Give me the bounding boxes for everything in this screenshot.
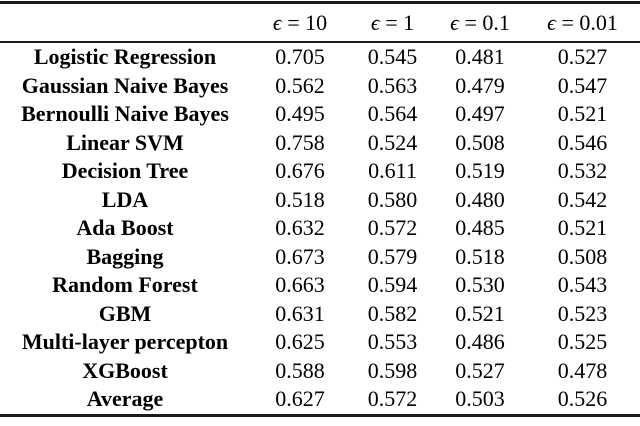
cell-value: 0.663 [275, 272, 325, 298]
row-label: Linear SVM [66, 129, 184, 155]
cell-value: 0.524 [367, 129, 418, 155]
cell-value: 0.527 [455, 357, 505, 383]
row-label: Ada Boost [76, 215, 174, 241]
header-col-epsilon-1: ϵ = 1 [350, 2, 435, 43]
row-label: Decision Tree [61, 158, 189, 184]
cell-value: 0.562 [275, 72, 325, 98]
cell-value: 0.527 [557, 44, 608, 70]
header-col-epsilon-0-01: ϵ = 0.01 [525, 2, 640, 43]
cell-value: 0.545 [367, 44, 418, 70]
header-col-value: = 0.1 [458, 9, 510, 35]
cell-value: 0.521 [455, 300, 505, 326]
cell-value: 0.572 [367, 215, 418, 241]
table-row: Logistic Regression 0.705 0.545 0.481 0.… [0, 42, 640, 72]
table-row: Decision Tree 0.676 0.611 0.519 0.532 [0, 157, 640, 186]
table-row: Linear SVM 0.758 0.524 0.508 0.546 [0, 129, 640, 158]
cell-value: 0.625 [275, 329, 325, 355]
cell-value: 0.676 [275, 158, 325, 184]
header-col-epsilon-0-1: ϵ = 0.1 [435, 2, 525, 43]
header-row: ϵ = 10 ϵ = 1 ϵ = 0.1 ϵ = 0.01 [0, 2, 640, 43]
table-row: Ada Boost 0.632 0.572 0.485 0.521 [0, 214, 640, 243]
table-row: Multi-layer percepton 0.625 0.553 0.486 … [0, 328, 640, 357]
cell-value: 0.521 [557, 215, 608, 241]
cell-value: 0.521 [557, 101, 608, 127]
table-row: GBM 0.631 0.582 0.521 0.523 [0, 300, 640, 329]
epsilon-symbol: ϵ [272, 9, 282, 35]
cell-value: 0.553 [367, 329, 418, 355]
cell-value: 0.497 [455, 101, 505, 127]
epsilon-symbol: ϵ [450, 9, 459, 35]
row-label: Bernoulli Naive Bayes [21, 101, 229, 127]
cell-value: 0.546 [557, 129, 608, 155]
cell-value: 0.481 [455, 44, 505, 70]
table-row: Average 0.627 0.572 0.503 0.526 [0, 385, 640, 415]
table-row: Random Forest 0.663 0.594 0.530 0.543 [0, 271, 640, 300]
header-col-value: = 10 [281, 9, 328, 35]
cell-value: 0.564 [367, 101, 418, 127]
row-label: Bagging [86, 243, 164, 269]
table-row: Bagging 0.673 0.579 0.518 0.508 [0, 243, 640, 272]
cell-value: 0.495 [275, 101, 325, 127]
epsilon-symbol: ϵ [547, 9, 556, 35]
cell-value: 0.530 [455, 272, 505, 298]
table-row: Bernoulli Naive Bayes 0.495 0.564 0.497 … [0, 100, 640, 129]
row-label: Gaussian Naive Bayes [21, 72, 229, 98]
row-label: XGBoost [82, 357, 168, 383]
table-row: LDA 0.518 0.580 0.480 0.542 [0, 186, 640, 215]
cell-value: 0.478 [557, 357, 608, 383]
cell-value: 0.532 [557, 158, 608, 184]
cell-value: 0.631 [275, 300, 325, 326]
header-col-value: = 0.01 [555, 9, 618, 35]
cell-value: 0.594 [367, 272, 418, 298]
cell-value: 0.579 [367, 243, 418, 269]
cell-value: 0.705 [275, 44, 325, 70]
cell-value: 0.518 [275, 186, 325, 212]
cell-value: 0.526 [557, 386, 608, 412]
cell-value: 0.547 [557, 72, 608, 98]
row-label: Average [86, 386, 164, 412]
cell-value: 0.582 [367, 300, 418, 326]
header-col-epsilon-10: ϵ = 10 [250, 2, 350, 43]
row-label: GBM [98, 300, 152, 326]
cell-value: 0.508 [455, 129, 505, 155]
cell-value: 0.525 [557, 329, 608, 355]
cell-value: 0.632 [275, 215, 325, 241]
cell-value: 0.563 [367, 72, 418, 98]
header-col-value: = 1 [379, 9, 415, 35]
cell-value: 0.588 [275, 357, 325, 383]
cell-value: 0.508 [557, 243, 608, 269]
cell-value: 0.572 [367, 386, 418, 412]
cell-value: 0.598 [367, 357, 418, 383]
cell-value: 0.673 [275, 243, 325, 269]
cell-value: 0.627 [275, 386, 325, 412]
cell-value: 0.480 [455, 186, 505, 212]
row-label: Multi-layer percepton [21, 329, 229, 355]
cell-value: 0.523 [557, 300, 608, 326]
cell-value: 0.486 [455, 329, 505, 355]
table-row: XGBoost 0.588 0.598 0.527 0.478 [0, 357, 640, 386]
row-label: Random Forest [52, 272, 198, 298]
cell-value: 0.503 [455, 386, 505, 412]
cell-value: 0.479 [455, 72, 505, 98]
cell-value: 0.611 [368, 158, 417, 184]
results-table: ϵ = 10 ϵ = 1 ϵ = 0.1 ϵ = 0.01 Logistic R… [0, 1, 640, 417]
row-label: LDA [101, 186, 149, 212]
header-empty-cell [0, 2, 250, 43]
cell-value: 0.519 [455, 158, 505, 184]
cell-value: 0.758 [275, 129, 325, 155]
cell-value: 0.543 [557, 272, 608, 298]
cell-value: 0.542 [557, 186, 608, 212]
row-label: Logistic Regression [33, 44, 217, 70]
table-row: Gaussian Naive Bayes 0.562 0.563 0.479 0… [0, 72, 640, 101]
cell-value: 0.485 [455, 215, 505, 241]
cell-value: 0.580 [367, 186, 418, 212]
cell-value: 0.518 [455, 243, 505, 269]
epsilon-symbol: ϵ [370, 9, 380, 35]
